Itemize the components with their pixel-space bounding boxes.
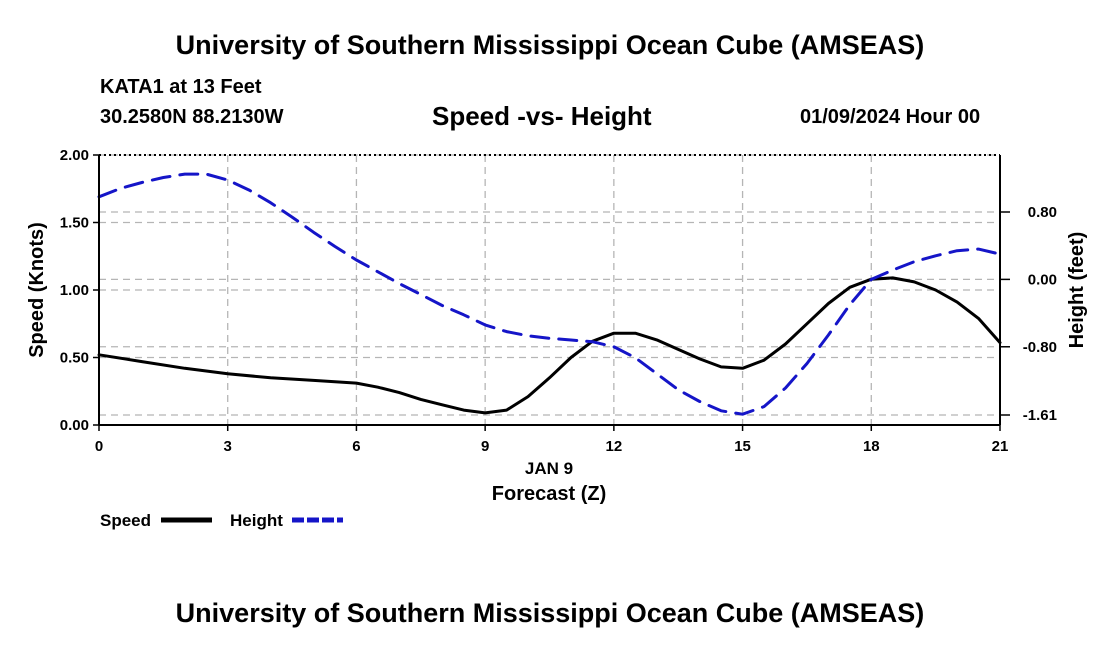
y-tick-label: 1.00 — [60, 282, 89, 299]
speed-series-line — [97, 276, 1002, 415]
x-tick-label: 3 — [224, 438, 232, 455]
y-tick-label: 1.50 — [60, 215, 89, 232]
x-axis-sublabel: JAN 9 — [525, 459, 573, 478]
station-label: KATA1 at 13 Feet — [100, 76, 262, 98]
labels-layer: 0 3 6 9 12 15 18 21 0.00 0.50 1.00 1.50 2.00 -1.61 -0.… — [26, 147, 1088, 505]
y-tick-label: 0.50 — [60, 350, 89, 367]
series-layer — [97, 172, 1002, 416]
x-tick-label: 12 — [606, 438, 623, 455]
forecast-date-label: 01/09/2024 Hour 00 — [800, 106, 981, 128]
y-tick-label: 0.00 — [60, 417, 89, 434]
page-title-top: University of Southern Mississippi Ocean… — [175, 30, 925, 60]
x-tick-label: 0 — [95, 438, 103, 455]
x-tick-label: 9 — [481, 438, 489, 455]
y2-tick-label: 0.00 — [1028, 271, 1057, 288]
x-tick-label: 21 — [992, 438, 1009, 455]
coordinates-label: 30.2580N 88.2130W — [100, 106, 284, 128]
grid-layer — [99, 154, 1000, 425]
x-tick-label: 18 — [863, 438, 880, 455]
y2-axis-label: Height (feet) — [1066, 232, 1088, 349]
x-tick-label: 15 — [734, 438, 751, 455]
page-title-bottom: University of Southern Mississippi Ocean… — [175, 598, 925, 628]
height-series-line — [97, 172, 1002, 416]
legend-label-speed: Speed — [100, 511, 151, 530]
x-tick-label: 6 — [352, 438, 360, 455]
y-tick-label: 2.00 — [60, 147, 89, 164]
x-axis-label: Forecast (Z) — [492, 483, 606, 505]
legend-layer: Speed Height — [100, 511, 343, 530]
y2-tick-label: -0.80 — [1023, 339, 1057, 356]
y-axis-label: Speed (Knots) — [26, 222, 48, 358]
y2-tick-label: 0.80 — [1028, 204, 1057, 221]
axes-layer — [93, 154, 1010, 431]
chart-title: Speed -vs- Height — [432, 101, 652, 131]
y2-tick-label: -1.61 — [1023, 407, 1057, 424]
legend-label-height: Height — [230, 511, 283, 530]
